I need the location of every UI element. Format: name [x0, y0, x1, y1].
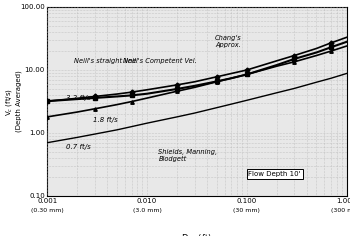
- Text: V$_c$ (ft/s)
(Depth Averaged): V$_c$ (ft/s) (Depth Averaged): [4, 71, 22, 132]
- Text: (0.30 mm): (0.30 mm): [31, 208, 64, 213]
- Text: (30 mm): (30 mm): [233, 208, 260, 213]
- Text: Chang's
Approx.: Chang's Approx.: [215, 35, 242, 48]
- Text: 3.2 ft/s: 3.2 ft/s: [66, 95, 91, 101]
- Text: (300 mm): (300 mm): [331, 208, 350, 213]
- Text: 0.10: 0.10: [29, 193, 45, 199]
- Text: Neill's straight line: Neill's straight line: [74, 58, 136, 64]
- Text: 0.7 ft/s: 0.7 ft/s: [66, 144, 91, 150]
- Text: 100.00: 100.00: [20, 4, 45, 10]
- Text: (3.0 mm): (3.0 mm): [133, 208, 161, 213]
- Text: 0.010: 0.010: [137, 198, 157, 204]
- Text: 0.001: 0.001: [37, 198, 57, 204]
- Text: 1.000: 1.000: [336, 198, 350, 204]
- Text: D$_{50}$ (ft): D$_{50}$ (ft): [181, 233, 212, 236]
- Text: 1.8 ft/s: 1.8 ft/s: [93, 117, 118, 123]
- Text: Shields, Manning,
Blodgett: Shields, Manning, Blodgett: [158, 149, 217, 162]
- Text: 0.100: 0.100: [237, 198, 257, 204]
- Text: 1.00: 1.00: [29, 130, 45, 136]
- Text: 10.00: 10.00: [25, 67, 45, 73]
- Text: Neill's Competent Vel.: Neill's Competent Vel.: [124, 58, 197, 64]
- Text: Flow Depth 10': Flow Depth 10': [248, 171, 301, 177]
